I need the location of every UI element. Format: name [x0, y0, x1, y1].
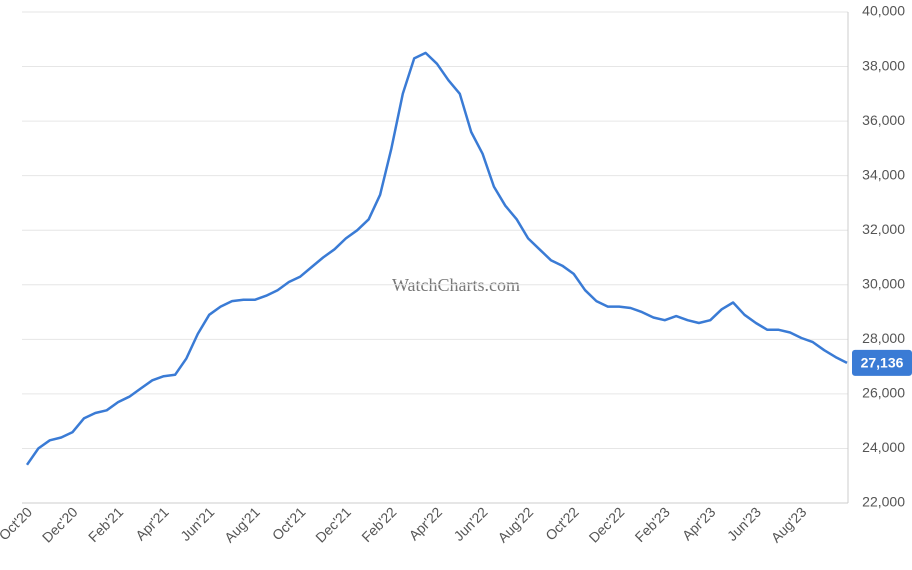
x-tick-label: Jun'23 [724, 504, 764, 544]
y-tick-label: 30,000 [862, 275, 905, 291]
x-tick-label: Dec'22 [586, 504, 628, 546]
value-badge: 27,136 [852, 349, 912, 376]
value-label: 27,136 [861, 355, 904, 371]
x-tick-label: Aug'21 [221, 504, 263, 546]
y-tick-label: 36,000 [862, 112, 905, 128]
x-tick-label: Oct'20 [0, 504, 35, 544]
x-tick-label: Oct'21 [269, 504, 309, 544]
y-tick-label: 32,000 [862, 221, 905, 237]
x-tick-label: Dec'20 [39, 504, 81, 546]
x-tick-label: Feb'23 [632, 504, 673, 545]
x-tick-label: Jun'22 [450, 504, 490, 544]
x-tick-label: Feb'21 [85, 504, 126, 545]
x-tick-label: Oct'22 [542, 504, 582, 544]
x-tick-label: Aug'22 [494, 504, 536, 546]
x-tick-label: Aug'23 [768, 504, 810, 546]
y-tick-label: 22,000 [862, 494, 905, 510]
x-tick-label: Feb'22 [358, 504, 399, 545]
y-tick-label: 26,000 [862, 385, 905, 401]
badge-bg [852, 349, 912, 376]
x-tick-label: Apr'23 [679, 504, 719, 544]
y-tick-label: 24,000 [862, 439, 905, 455]
y-tick-label: 38,000 [862, 57, 905, 73]
y-tick-label: 40,000 [862, 3, 905, 19]
y-tick-label: 34,000 [862, 166, 905, 182]
y-tick-label: 28,000 [862, 330, 905, 346]
x-tick-label: Apr'21 [132, 504, 172, 544]
x-tick-label: Apr'22 [406, 504, 446, 544]
x-tick-label: Jun'21 [177, 504, 217, 544]
x-tick-label: Dec'21 [312, 504, 354, 546]
line-series [25, 51, 848, 466]
